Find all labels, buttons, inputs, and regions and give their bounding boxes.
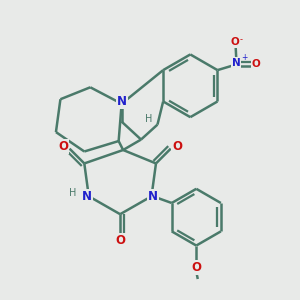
Text: +: + xyxy=(241,53,248,62)
Text: N: N xyxy=(232,58,241,68)
Text: N: N xyxy=(82,190,92,203)
Text: N: N xyxy=(117,95,127,108)
Text: H: H xyxy=(145,114,152,124)
Text: N: N xyxy=(148,190,158,203)
Text: O: O xyxy=(115,234,125,247)
Text: O: O xyxy=(252,59,260,69)
Text: -: - xyxy=(240,35,243,44)
Text: H: H xyxy=(69,188,76,198)
Text: O: O xyxy=(191,261,201,274)
Text: O: O xyxy=(58,140,68,153)
Text: O: O xyxy=(231,38,239,47)
Text: O: O xyxy=(172,140,182,153)
